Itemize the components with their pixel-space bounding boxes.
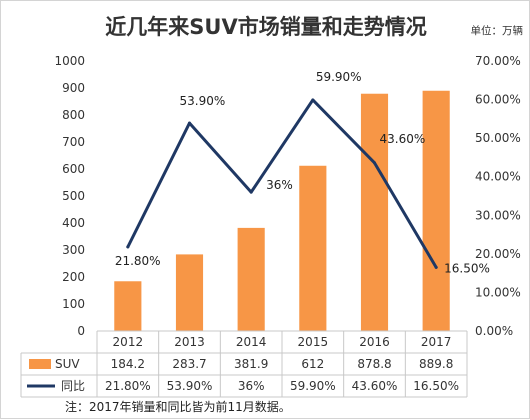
x-category-label: 2017 bbox=[421, 335, 452, 349]
line-data-label: 16.50% bbox=[444, 261, 490, 275]
table-cell-suv: 612 bbox=[301, 357, 324, 371]
y-left-tick-label: 800 bbox=[62, 108, 85, 122]
table-cell-suv: 283.7 bbox=[172, 357, 206, 371]
y-left-tick-label: 200 bbox=[62, 270, 85, 284]
y-right-tick-label: 60.00% bbox=[475, 93, 521, 107]
marks-layer: 21.80% 53.90% 36% 59.90% 43.60% 16.50% bbox=[114, 70, 490, 331]
line-point-2015 bbox=[311, 98, 315, 102]
legend-label-suv: SUV bbox=[55, 357, 80, 371]
line-data-label: 36% bbox=[266, 178, 293, 192]
legend-label-yoy: 同比 bbox=[61, 379, 85, 393]
footnote: 注：2017年销量和同比皆为前11月数据。 bbox=[65, 399, 291, 414]
y-left-tick-label: 500 bbox=[62, 189, 85, 203]
y-right-tick-label: 40.00% bbox=[475, 170, 521, 184]
y-left-tick-label: 0 bbox=[77, 324, 85, 338]
line-yoy bbox=[126, 98, 438, 269]
line-point-2012 bbox=[126, 245, 130, 249]
y-left-tick-label: 400 bbox=[62, 216, 85, 230]
bar-suv-2017 bbox=[422, 90, 450, 331]
x-category-label: 2016 bbox=[359, 335, 390, 349]
y-right-tick-label: 20.00% bbox=[475, 247, 521, 261]
line-point-2016 bbox=[373, 161, 376, 165]
y-left-tick-label: 100 bbox=[62, 297, 85, 311]
table-cell-yoy: 59.90% bbox=[290, 379, 336, 393]
y-right-tick-label: 10.00% bbox=[475, 285, 521, 299]
line-point-2017 bbox=[434, 265, 438, 269]
line-point-2014 bbox=[249, 190, 253, 194]
y-left-tick-label: 1000 bbox=[54, 54, 85, 68]
bar-suv-2013 bbox=[175, 254, 204, 331]
table-cell-yoy: 43.60% bbox=[352, 379, 398, 393]
y-left-tick-label: 600 bbox=[62, 162, 85, 176]
x-category-label: 2014 bbox=[236, 335, 267, 349]
y-right-tick-label: 0.00% bbox=[475, 324, 513, 338]
line-data-label: 59.90% bbox=[316, 70, 362, 84]
chart-title: 近几年来SUV市场销量和走势情况 bbox=[105, 15, 426, 39]
axes-layer: 0 100 200 300 400 500 600 700 800 900 1000 0.00% 10.… bbox=[54, 54, 520, 338]
y-left-tick-label: 300 bbox=[62, 243, 85, 257]
x-category-label: 2015 bbox=[298, 335, 329, 349]
table-cell-yoy: 16.50% bbox=[413, 379, 459, 393]
bar-suv-2016 bbox=[360, 93, 389, 331]
line-data-label: 21.80% bbox=[115, 254, 161, 268]
line-data-label: 43.60% bbox=[380, 132, 426, 146]
unit-label: 单位：万辆 bbox=[471, 24, 524, 37]
y-left-tick-label: 700 bbox=[62, 135, 85, 149]
table-cell-yoy: 53.90% bbox=[167, 379, 213, 393]
y-right-tick-label: 70.00% bbox=[475, 54, 521, 68]
y-right-tick-label: 30.00% bbox=[475, 208, 521, 222]
x-category-label: 2013 bbox=[174, 335, 205, 349]
bar-suv-2014 bbox=[237, 227, 265, 331]
table-cell-yoy: 21.80% bbox=[105, 379, 151, 393]
table-cell-suv: 381.9 bbox=[234, 357, 268, 371]
table-cell-suv: 184.2 bbox=[111, 357, 145, 371]
line-data-label: 53.90% bbox=[180, 94, 226, 108]
table-cell-suv: 889.8 bbox=[419, 357, 453, 371]
legend-swatch-suv bbox=[29, 359, 51, 369]
bar-suv-2015 bbox=[299, 165, 327, 331]
bar-suv-2012 bbox=[114, 281, 142, 331]
data-table: 2012 2013 2014 2015 2016 2017 SUV 184.2 283.7 381… bbox=[20, 330, 468, 398]
y-left-tick-label: 900 bbox=[62, 81, 85, 95]
y-right-tick-label: 50.00% bbox=[475, 131, 521, 145]
x-category-label: 2012 bbox=[113, 335, 144, 349]
table-cell-yoy: 36% bbox=[238, 379, 265, 393]
line-point-2013 bbox=[188, 121, 191, 125]
table-cell-suv: 878.8 bbox=[357, 357, 391, 371]
